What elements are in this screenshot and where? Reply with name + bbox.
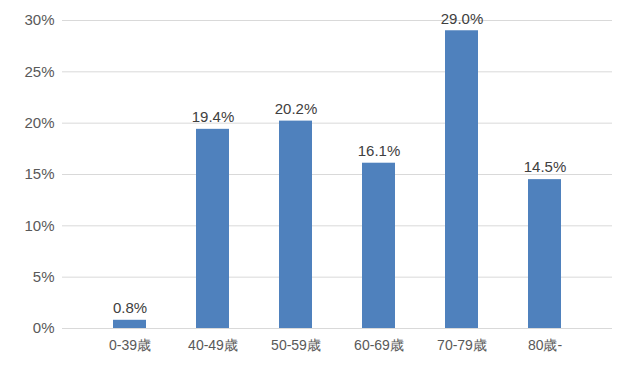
svg-text:29.0%: 29.0%	[441, 10, 484, 27]
svg-text:0%: 0%	[33, 319, 55, 336]
svg-text:60-69歳: 60-69歳	[354, 337, 404, 353]
svg-text:14.5%: 14.5%	[524, 158, 567, 175]
svg-text:0-39歳: 0-39歳	[109, 337, 151, 353]
svg-text:5%: 5%	[33, 268, 55, 285]
svg-text:16.1%: 16.1%	[358, 142, 401, 159]
svg-text:50-59歳: 50-59歳	[271, 337, 321, 353]
svg-text:15%: 15%	[24, 165, 54, 182]
svg-text:20%: 20%	[24, 114, 54, 131]
svg-text:10%: 10%	[24, 217, 54, 234]
svg-text:30%: 30%	[24, 11, 54, 28]
svg-text:80歳-: 80歳-	[528, 337, 563, 353]
svg-text:40-49歳: 40-49歳	[188, 337, 238, 353]
svg-text:19.4%: 19.4%	[192, 108, 235, 125]
svg-text:70-79歳: 70-79歳	[437, 337, 487, 353]
svg-text:20.2%: 20.2%	[275, 100, 318, 117]
svg-text:0.8%: 0.8%	[113, 299, 147, 316]
svg-text:25%: 25%	[24, 63, 54, 80]
